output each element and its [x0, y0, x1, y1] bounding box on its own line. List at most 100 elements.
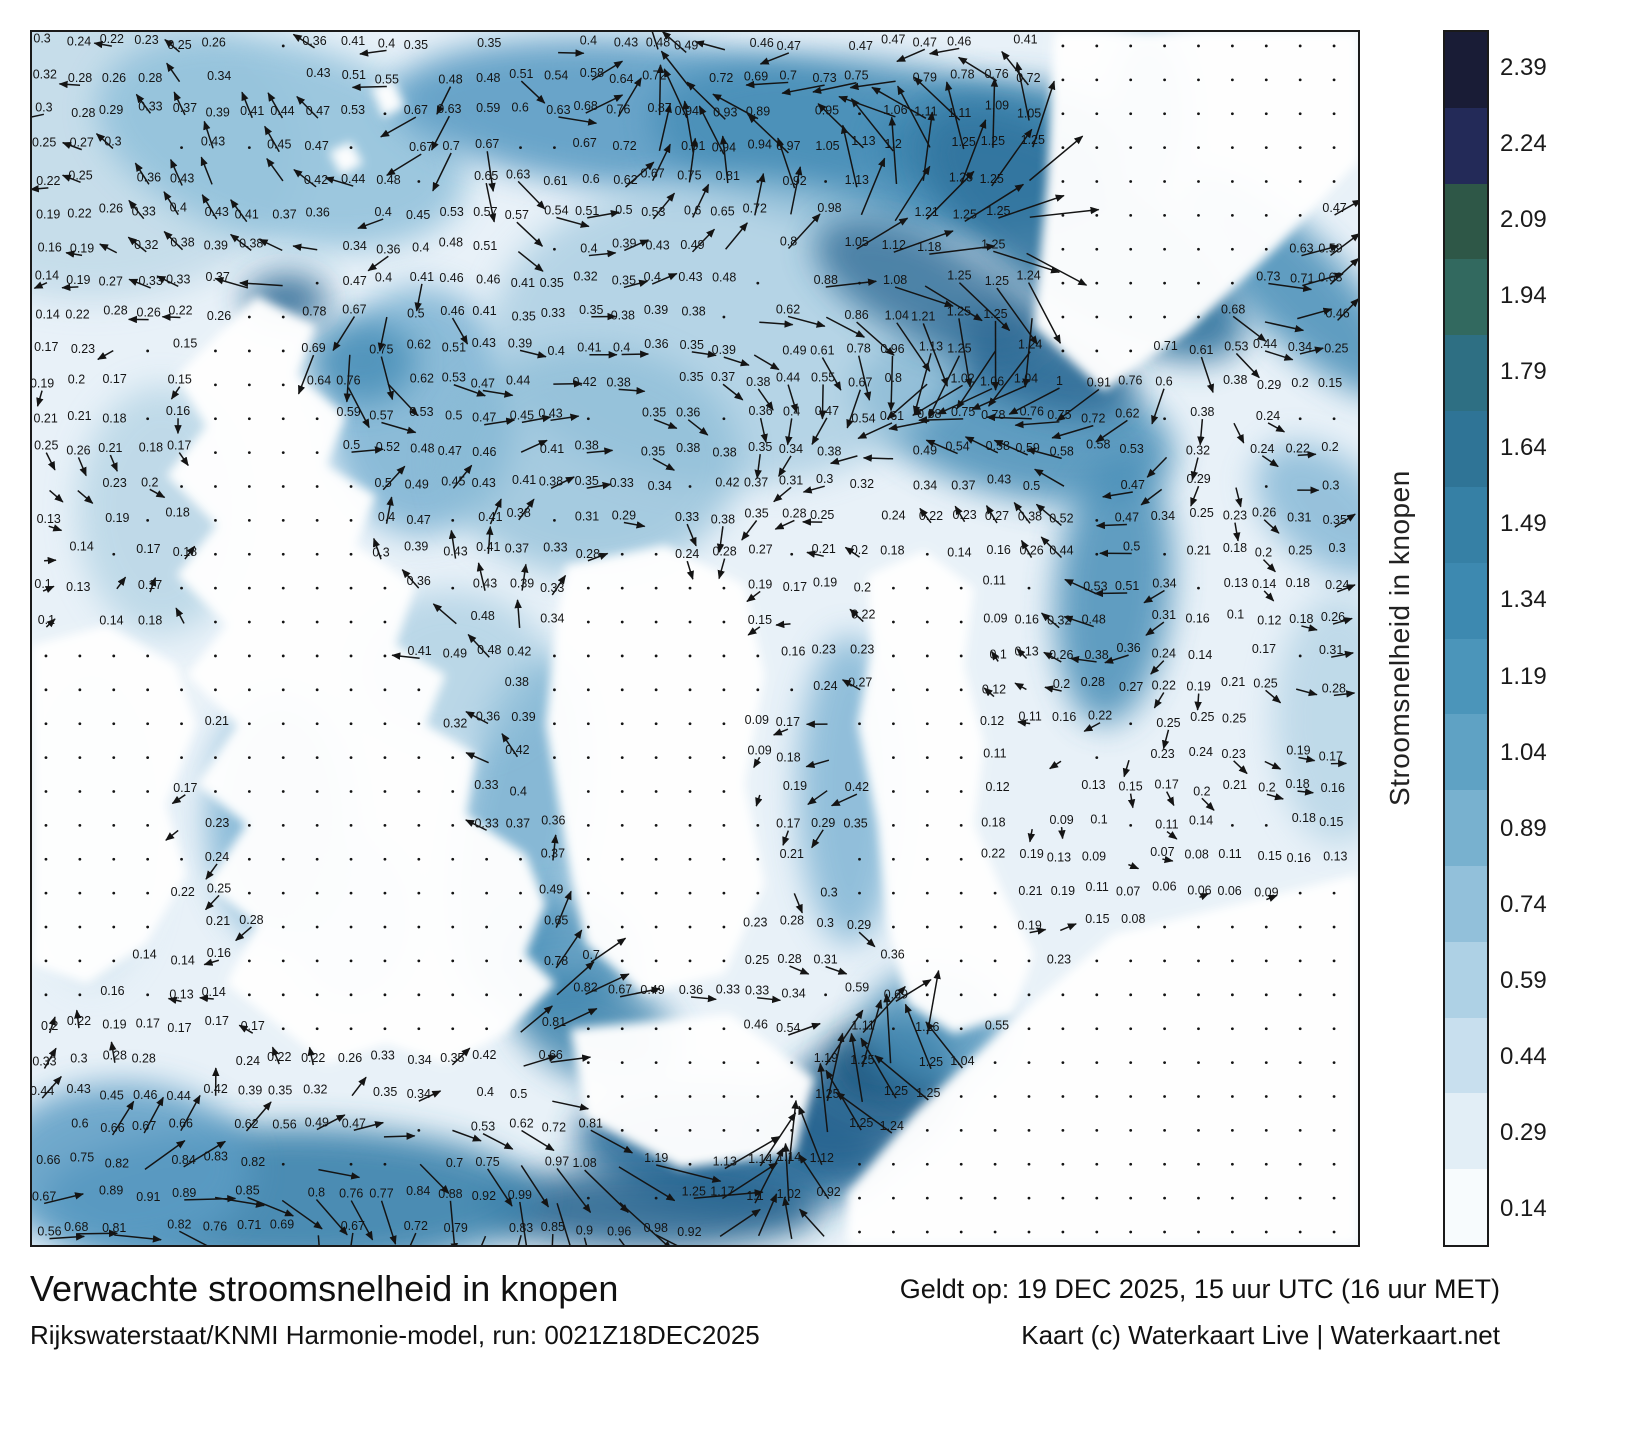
svg-text:0.1: 0.1 — [990, 647, 1007, 661]
svg-text:0.21: 0.21 — [1018, 884, 1042, 898]
svg-text:0.46: 0.46 — [133, 1088, 157, 1102]
svg-text:0.47: 0.47 — [407, 513, 431, 527]
svg-text:1.13: 1.13 — [919, 339, 943, 353]
svg-text:0.25: 0.25 — [1253, 676, 1277, 690]
colorbar-tick: 2.39 — [1500, 54, 1547, 82]
svg-text:0.35: 0.35 — [680, 338, 704, 352]
colorbar-tick: 0.44 — [1500, 1042, 1547, 1070]
svg-text:0.46: 0.46 — [1325, 306, 1349, 320]
svg-text:0.41: 0.41 — [511, 276, 535, 290]
svg-text:0.2: 0.2 — [1255, 546, 1272, 560]
svg-text:0.33: 0.33 — [475, 816, 499, 830]
svg-text:0.19: 0.19 — [813, 576, 837, 590]
svg-text:0.25: 0.25 — [1190, 710, 1214, 724]
svg-text:0.22: 0.22 — [100, 32, 124, 46]
svg-text:0.24: 0.24 — [1256, 409, 1280, 423]
svg-text:0.35: 0.35 — [404, 38, 428, 52]
svg-text:0.46: 0.46 — [440, 304, 464, 318]
svg-text:0.22: 0.22 — [267, 1050, 291, 1064]
svg-text:0.3: 0.3 — [817, 916, 834, 930]
svg-text:0.35: 0.35 — [744, 507, 768, 521]
svg-text:0.17: 0.17 — [241, 1019, 265, 1033]
svg-text:0.22: 0.22 — [851, 608, 875, 622]
svg-text:0.38: 0.38 — [239, 236, 263, 250]
svg-text:0.23: 0.23 — [850, 643, 874, 657]
svg-text:0.25: 0.25 — [34, 439, 58, 453]
svg-text:0.47: 0.47 — [472, 411, 496, 425]
svg-text:0.38: 0.38 — [746, 375, 770, 389]
svg-text:0.5: 0.5 — [374, 476, 391, 490]
svg-text:0.49: 0.49 — [405, 477, 429, 491]
colorbar-tick: 1.19 — [1500, 662, 1547, 690]
svg-text:0.14: 0.14 — [35, 269, 59, 283]
svg-text:0.44: 0.44 — [270, 104, 294, 118]
colorbar-segment — [1445, 1169, 1487, 1245]
svg-text:0.17: 0.17 — [776, 817, 800, 831]
svg-text:0.21: 0.21 — [67, 409, 91, 423]
svg-text:1.2: 1.2 — [885, 137, 902, 151]
svg-text:0.33: 0.33 — [132, 205, 156, 219]
svg-text:0.33: 0.33 — [745, 984, 769, 998]
svg-text:0.63: 0.63 — [546, 103, 570, 117]
svg-text:0.26: 0.26 — [1252, 506, 1276, 520]
colorbar-tick: 1.04 — [1500, 738, 1547, 766]
svg-text:1.25: 1.25 — [952, 135, 976, 149]
svg-text:0.48: 0.48 — [438, 73, 462, 87]
svg-text:1.19: 1.19 — [644, 1151, 668, 1165]
svg-text:0.98: 0.98 — [817, 201, 841, 215]
svg-text:0.14: 0.14 — [1252, 577, 1276, 591]
svg-text:0.69: 0.69 — [301, 341, 325, 355]
colorbar-segment — [1445, 1017, 1487, 1094]
svg-text:0.35: 0.35 — [612, 273, 636, 287]
svg-text:0.43: 0.43 — [987, 472, 1011, 486]
svg-text:0.19: 0.19 — [32, 377, 54, 391]
svg-text:0.25: 0.25 — [1288, 544, 1312, 558]
svg-text:1.06: 1.06 — [980, 375, 1004, 389]
svg-text:0.13: 0.13 — [1323, 850, 1347, 864]
svg-text:0.47: 0.47 — [1115, 510, 1139, 524]
svg-text:0.64: 0.64 — [307, 373, 331, 387]
svg-text:0.35: 0.35 — [579, 303, 603, 317]
svg-text:1.21: 1.21 — [911, 309, 935, 323]
svg-text:0.55: 0.55 — [811, 370, 835, 384]
colorbar-segment — [1445, 865, 1487, 942]
svg-text:0.47: 0.47 — [343, 274, 367, 288]
svg-text:0.49: 0.49 — [680, 238, 704, 252]
svg-text:0.47: 0.47 — [777, 39, 801, 53]
valid-datetime: Geldt op: 19 DEC 2025, 15 uur UTC (16 uu… — [899, 1274, 1500, 1304]
svg-text:0.31: 0.31 — [813, 953, 837, 967]
svg-text:0.17: 0.17 — [1319, 750, 1343, 764]
svg-text:0.13: 0.13 — [1224, 576, 1248, 590]
svg-text:0.84: 0.84 — [172, 1153, 196, 1167]
svg-text:0.67: 0.67 — [641, 167, 665, 181]
svg-text:0.32: 0.32 — [1047, 614, 1071, 628]
svg-text:0.19: 0.19 — [36, 207, 60, 221]
svg-text:0.22: 0.22 — [919, 509, 943, 523]
svg-text:0.39: 0.39 — [644, 303, 668, 317]
svg-text:0.29: 0.29 — [612, 508, 636, 522]
svg-text:0.35: 0.35 — [268, 1083, 292, 1097]
svg-text:0.68: 0.68 — [574, 99, 598, 113]
svg-text:0.61: 0.61 — [810, 344, 834, 358]
svg-text:0.41: 0.41 — [240, 104, 264, 118]
svg-text:0.28: 0.28 — [103, 303, 127, 317]
svg-text:0.21: 0.21 — [1223, 778, 1247, 792]
svg-text:0.33: 0.33 — [543, 541, 567, 555]
svg-text:0.09: 0.09 — [1049, 813, 1073, 827]
svg-text:0.49: 0.49 — [782, 344, 806, 358]
svg-text:0.67: 0.67 — [475, 137, 499, 151]
svg-text:1.25: 1.25 — [849, 1116, 873, 1130]
svg-text:0.3: 0.3 — [372, 545, 389, 559]
svg-text:0.18: 0.18 — [1289, 612, 1313, 626]
colorbar-segment — [1445, 714, 1487, 791]
svg-text:0.44: 0.44 — [776, 371, 800, 385]
svg-text:0.95: 0.95 — [815, 104, 839, 118]
svg-text:0.34: 0.34 — [1288, 340, 1312, 354]
svg-text:1.25: 1.25 — [985, 274, 1009, 288]
svg-text:0.85: 0.85 — [541, 1220, 565, 1234]
svg-text:0.44: 0.44 — [506, 373, 530, 387]
svg-text:0.43: 0.43 — [67, 1082, 91, 1096]
svg-text:0.2: 0.2 — [1053, 677, 1070, 691]
svg-text:0.18: 0.18 — [880, 543, 904, 557]
svg-text:0.22: 0.22 — [171, 885, 195, 899]
